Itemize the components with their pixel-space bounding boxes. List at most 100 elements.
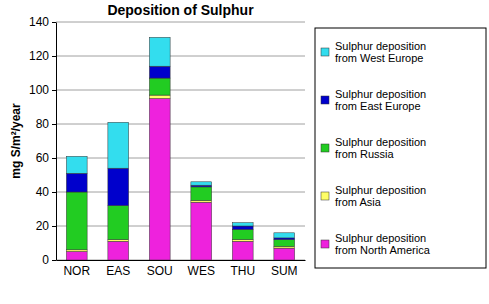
grid-line (56, 226, 305, 227)
tick-mark (52, 124, 56, 125)
tick-mark (52, 260, 56, 261)
legend-label: Sulphur depositionfrom Asia (335, 184, 426, 208)
tick: 40 (36, 185, 56, 199)
series (66, 37, 294, 238)
series (66, 78, 294, 250)
tick-label: 100 (29, 83, 49, 97)
bar (274, 233, 295, 238)
tick-label: 20 (36, 219, 50, 233)
legend-frame (315, 28, 486, 268)
bar (191, 201, 212, 203)
bar (149, 66, 170, 78)
tick: SOU (147, 260, 173, 278)
tick: SUM (271, 260, 298, 278)
y-axis: 0 20 40 60 80 100 120 140 (29, 15, 57, 267)
axis-line (57, 260, 306, 261)
tick: 20 (36, 219, 56, 233)
bar (232, 240, 253, 242)
grid-line (56, 192, 305, 193)
bar (232, 226, 253, 229)
legend-label: Sulphur depositionfrom North America (335, 232, 431, 256)
tick: EAS (106, 260, 130, 278)
legend-swatch (321, 240, 329, 248)
grid-line (56, 22, 305, 23)
grid (56, 22, 305, 260)
series (66, 99, 294, 261)
grid-line (56, 260, 305, 261)
bar (232, 223, 253, 226)
tick-label: 140 (29, 15, 49, 29)
tick-label: NOR (63, 264, 90, 278)
tick: THU (230, 260, 255, 278)
tick-label: 0 (42, 253, 49, 267)
tick-label: WES (188, 264, 215, 278)
bar (108, 240, 129, 242)
bar (149, 37, 170, 66)
bar (274, 240, 295, 247)
bar (66, 156, 87, 173)
tick-mark (52, 22, 56, 23)
bar (149, 95, 170, 98)
legend: Sulphur depositionfrom West Europe Sulphu… (315, 28, 486, 268)
tick-label: SOU (147, 264, 173, 278)
tick: NOR (63, 260, 90, 278)
bar (191, 202, 212, 260)
grid-line (56, 158, 305, 159)
bar (274, 238, 295, 240)
bar (274, 248, 295, 260)
bar (66, 250, 87, 252)
title: Deposition of Sulphur (107, 2, 254, 18)
bar (108, 206, 129, 240)
tick: 0 (42, 253, 56, 267)
tick: 100 (29, 83, 56, 97)
bar (191, 187, 212, 201)
tick-label: SUM (271, 264, 298, 278)
chart: 0 20 40 60 80 100 120 140 NOR EAS SOU WES THU SUM Depo… (0, 0, 489, 304)
bar (191, 185, 212, 187)
tick: WES (188, 260, 215, 278)
bar (66, 192, 87, 250)
axis-line (56, 23, 57, 261)
plot: 0 20 40 60 80 100 120 140 NOR EAS SOU WES THU SUM (29, 15, 306, 277)
tick-label: 80 (36, 117, 50, 131)
tick-label: 60 (36, 151, 50, 165)
bar (232, 241, 253, 260)
grid-line (56, 90, 305, 91)
tick-label: 120 (29, 49, 49, 63)
bar (191, 182, 212, 185)
series (66, 95, 294, 251)
legend-swatch (321, 48, 329, 56)
bars (66, 37, 294, 260)
tick-label: EAS (106, 264, 130, 278)
bar (108, 241, 129, 260)
grid-line (56, 124, 305, 125)
y-axis-title: mg S/m²/year (9, 103, 23, 179)
tick: 120 (29, 49, 56, 63)
bar (108, 122, 129, 168)
bar (232, 229, 253, 239)
bar (274, 246, 295, 248)
legend-label: Sulphur depositionfrom East Europe (335, 88, 426, 112)
tick-mark (52, 90, 56, 91)
bar (66, 173, 87, 192)
legend-label: Sulphur depositionfrom Russia (335, 136, 426, 160)
tick-label: THU (230, 264, 255, 278)
tick-mark (52, 192, 56, 193)
legend-swatch (321, 144, 329, 152)
tick-mark (52, 56, 56, 57)
grid-line (56, 56, 305, 57)
bar (149, 99, 170, 261)
tick: 140 (29, 15, 56, 29)
tick-mark (52, 226, 56, 227)
tick: 80 (36, 117, 56, 131)
series (66, 66, 294, 239)
tick-label: 40 (36, 185, 50, 199)
legend-label: Sulphur depositionfrom West Europe (335, 40, 426, 64)
tick-mark (52, 158, 56, 159)
legend-swatch (321, 96, 329, 104)
x-axis: NOR EAS SOU WES THU SUM (57, 260, 306, 278)
bar (149, 78, 170, 95)
tick: 60 (36, 151, 56, 165)
bar (108, 168, 129, 205)
bar (66, 252, 87, 261)
